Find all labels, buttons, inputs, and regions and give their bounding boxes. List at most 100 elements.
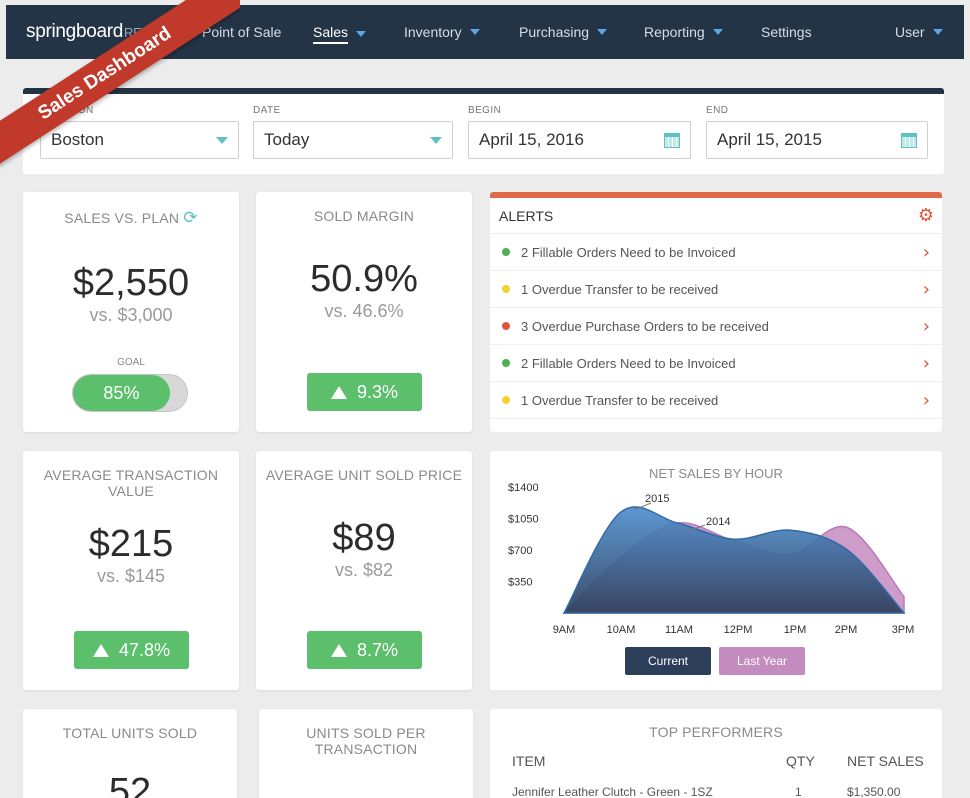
avg-unit-price-value: $89 bbox=[332, 517, 396, 559]
begin-date-input[interactable]: April 15, 2016 bbox=[468, 121, 691, 159]
up-arrow-icon bbox=[330, 644, 347, 657]
chevron-right-icon[interactable]: › bbox=[922, 389, 930, 411]
begin-filter: BEGIN April 15, 2016 bbox=[468, 105, 691, 159]
area-series-2015 bbox=[562, 506, 906, 614]
avg-transaction-card: AVERAGE TRANSACTION VALUE $215 vs. $145 4… bbox=[23, 451, 239, 690]
column-header-qty[interactable]: QTY bbox=[786, 753, 815, 769]
legend-last-year[interactable]: Last Year bbox=[719, 647, 805, 675]
alert-row[interactable]: 1 Overdue Transfer to be received › bbox=[490, 382, 942, 419]
begin-label: BEGIN bbox=[468, 105, 502, 116]
chevron-down-icon bbox=[712, 29, 723, 35]
annotation-leader bbox=[633, 502, 652, 511]
location-select[interactable]: Boston bbox=[40, 121, 239, 159]
dropdown-arrow-icon bbox=[216, 136, 228, 144]
annotation-leader bbox=[687, 524, 706, 532]
gear-icon[interactable]: ⚙ bbox=[917, 205, 934, 225]
column-header-item[interactable]: ITEM bbox=[512, 753, 546, 769]
end-label: END bbox=[706, 105, 729, 116]
refresh-icon[interactable]: ⟳ bbox=[183, 208, 198, 227]
alert-row[interactable]: 2 Fillable Orders Need to be Invoiced › bbox=[490, 345, 942, 382]
alert-text: 3 Overdue Purchase Orders to be received bbox=[521, 318, 769, 334]
goal-progress: 85% bbox=[72, 374, 188, 412]
chevron-right-icon[interactable]: › bbox=[922, 278, 930, 300]
chevron-down-icon bbox=[356, 31, 367, 37]
nav-sales[interactable]: Sales bbox=[313, 24, 367, 44]
nav-settings[interactable]: Settings bbox=[761, 24, 812, 40]
dropdown-arrow-icon bbox=[430, 136, 442, 144]
chevron-right-icon[interactable]: › bbox=[922, 315, 930, 337]
avg-transaction-change-badge: 47.8% bbox=[74, 631, 189, 669]
nav-user[interactable]: User bbox=[895, 24, 943, 40]
x-tick-label: 1PM bbox=[784, 624, 807, 636]
end-date-input[interactable]: April 15, 2015 bbox=[706, 121, 928, 159]
alerts-panel: ALERTS ⚙ 2 Fillable Orders Need to be In… bbox=[490, 192, 942, 432]
alert-text: 2 Fillable Orders Need to be Invoiced bbox=[521, 244, 736, 260]
net-sales-chart: NET SALES BY HOUR $1400 $1050 $700 $350 9AM 1… bbox=[508, 466, 915, 636]
chevron-right-icon[interactable]: › bbox=[922, 241, 930, 263]
status-dot bbox=[502, 285, 510, 293]
row-qty: 1 bbox=[795, 785, 802, 798]
brand-logo[interactable]: springboardRETAIL bbox=[26, 21, 167, 42]
location-filter: LOCATION Boston bbox=[40, 105, 239, 159]
x-tick-label: 10AM bbox=[607, 624, 636, 636]
avg-transaction-title: AVERAGE TRANSACTION VALUE bbox=[43, 467, 219, 499]
alert-row[interactable]: 1 Overdue Transfer to be received › bbox=[490, 271, 942, 308]
status-dot bbox=[502, 359, 510, 367]
series-label-2015: 2015 bbox=[645, 493, 669, 505]
alert-row[interactable]: 2 Fillable Orders Need to be Invoiced › bbox=[490, 234, 942, 271]
date-select[interactable]: Today bbox=[253, 121, 453, 159]
row-net-sales: $1,350.00 bbox=[847, 785, 901, 798]
margin-compare: vs. 46.6% bbox=[324, 301, 404, 321]
calendar-icon[interactable] bbox=[664, 132, 680, 148]
alerts-title: ALERTS bbox=[499, 207, 554, 224]
net-sales-chart-card: NET SALES BY HOUR $1400 $1050 $700 $350 9AM 1… bbox=[490, 451, 942, 690]
y-tick-label: $700 bbox=[508, 545, 532, 557]
total-units-card: TOTAL UNITS SOLD 52 bbox=[23, 709, 237, 798]
sales-vs-plan-card: SALES VS. PLAN ⟳ $2,550 vs. $3,000 GOAL … bbox=[23, 192, 239, 432]
goal-progress-fill: 85% bbox=[73, 375, 170, 411]
top-performers-card: TOP PERFORMERS ITEM QTY NET SALES Jennif… bbox=[490, 709, 942, 798]
y-tick-label: $350 bbox=[508, 577, 532, 589]
alert-text: 2 Fillable Orders Need to be Invoiced bbox=[521, 355, 736, 371]
avg-unit-price-title: AVERAGE UNIT SOLD PRICE bbox=[265, 467, 463, 483]
chevron-right-icon[interactable]: › bbox=[922, 352, 930, 374]
sales-compare: vs. $3,000 bbox=[89, 305, 173, 325]
sold-margin-card: SOLD MARGIN 50.9% vs. 46.6% 9.3% bbox=[256, 192, 472, 432]
margin-value: 50.9% bbox=[310, 258, 418, 300]
date-label: DATE bbox=[253, 105, 281, 116]
nav-reporting[interactable]: Reporting bbox=[644, 24, 723, 40]
legend-current[interactable]: Current bbox=[625, 647, 711, 675]
avg-transaction-value: $215 bbox=[88, 523, 174, 565]
x-tick-label: 9AM bbox=[553, 624, 576, 636]
units-per-transaction-card: UNITS SOLD PER TRANSACTION bbox=[259, 709, 473, 798]
avg-unit-price-card: AVERAGE UNIT SOLD PRICE $89 vs. $82 8.7% bbox=[256, 451, 472, 690]
status-dot bbox=[502, 248, 510, 256]
up-arrow-icon bbox=[330, 386, 347, 399]
sold-margin-title: SOLD MARGIN bbox=[313, 208, 415, 224]
column-header-net-sales[interactable]: NET SALES bbox=[847, 753, 924, 769]
alert-text: 1 Overdue Transfer to be received bbox=[521, 281, 719, 297]
top-performers-title: TOP PERFORMERS bbox=[649, 724, 783, 740]
nav-purchasing[interactable]: Purchasing bbox=[519, 24, 608, 40]
x-tick-label: 11AM bbox=[665, 624, 693, 636]
total-units-title: TOTAL UNITS SOLD bbox=[62, 725, 198, 741]
alert-text: 1 Overdue Transfer to be received bbox=[521, 392, 719, 408]
calendar-icon[interactable] bbox=[901, 132, 917, 148]
chevron-down-icon bbox=[932, 29, 943, 35]
date-filter: DATE Today bbox=[253, 105, 453, 159]
sales-value: $2,550 bbox=[72, 262, 190, 304]
filter-bar: LOCATION Boston DATE Today BEGIN April 1… bbox=[23, 88, 944, 174]
total-units-value: 52 bbox=[108, 771, 152, 798]
margin-change-badge: 9.3% bbox=[307, 373, 422, 411]
status-dot bbox=[502, 322, 510, 330]
nav-point-of-sale[interactable]: Point of Sale bbox=[202, 24, 282, 40]
status-dot bbox=[502, 396, 510, 404]
chevron-down-icon bbox=[469, 29, 480, 35]
x-tick-label: 12PM bbox=[724, 624, 753, 636]
location-label: LOCATION bbox=[40, 105, 94, 116]
nav-inventory[interactable]: Inventory bbox=[404, 24, 480, 40]
x-tick-label: 2PM bbox=[835, 624, 858, 636]
x-tick-label: 3PM bbox=[892, 624, 915, 636]
alert-row[interactable]: 3 Overdue Purchase Orders to be received… bbox=[490, 308, 942, 345]
alerts-header: ALERTS ⚙ bbox=[490, 198, 942, 234]
